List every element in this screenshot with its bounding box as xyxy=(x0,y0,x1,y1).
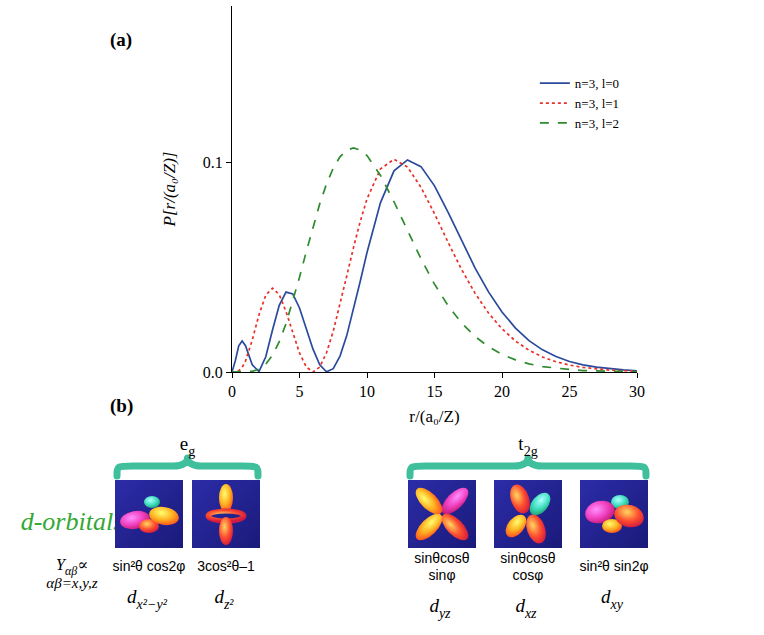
svg-text:5: 5 xyxy=(296,383,304,400)
svg-text:sinφ: sinφ xyxy=(429,567,456,583)
svg-text:n=3, l=2: n=3, l=2 xyxy=(575,116,619,131)
svg-text:d-orbitals: d-orbitals xyxy=(21,507,124,536)
svg-text:25: 25 xyxy=(562,383,578,400)
svg-text:sin²θ cos2φ: sin²θ cos2φ xyxy=(113,558,186,574)
svg-text:30: 30 xyxy=(629,383,645,400)
svg-text:cosφ: cosφ xyxy=(513,567,544,583)
svg-text:10: 10 xyxy=(359,383,375,400)
svg-text:0: 0 xyxy=(228,383,236,400)
svg-text:sinθcosθ: sinθcosθ xyxy=(500,550,555,566)
svg-text:15: 15 xyxy=(427,383,443,400)
svg-text:P[r/(a₀/Z)]: P[r/(a₀/Z)] xyxy=(160,152,179,228)
svg-text:Yαβ∝: Yαβ∝ xyxy=(56,556,88,578)
svg-text:dx²−y²: dx²−y² xyxy=(127,586,168,612)
svg-text:αβ=x,y,z: αβ=x,y,z xyxy=(46,575,97,591)
svg-text:eg: eg xyxy=(180,433,195,459)
svg-text:dxy: dxy xyxy=(601,586,624,612)
svg-text:dyz: dyz xyxy=(429,595,451,621)
svg-text:n=3, l=0: n=3, l=0 xyxy=(575,76,619,91)
svg-text:n=3, l=1: n=3, l=1 xyxy=(575,96,619,111)
svg-text:0.1: 0.1 xyxy=(203,154,223,171)
svg-text:t2g: t2g xyxy=(518,433,537,459)
svg-text:3cos²θ–1: 3cos²θ–1 xyxy=(197,558,255,574)
svg-text:r/(a₀/Z): r/(a₀/Z) xyxy=(409,407,459,426)
svg-text:(a): (a) xyxy=(110,29,132,51)
svg-text:sin²θ sin2φ: sin²θ sin2φ xyxy=(580,558,649,574)
svg-text:dz²: dz² xyxy=(214,586,234,612)
svg-text:0.0: 0.0 xyxy=(203,364,223,381)
svg-text:(b): (b) xyxy=(110,395,133,417)
svg-text:dxz: dxz xyxy=(515,595,537,621)
svg-text:20: 20 xyxy=(494,383,510,400)
svg-text:sinθcosθ: sinθcosθ xyxy=(414,550,469,566)
